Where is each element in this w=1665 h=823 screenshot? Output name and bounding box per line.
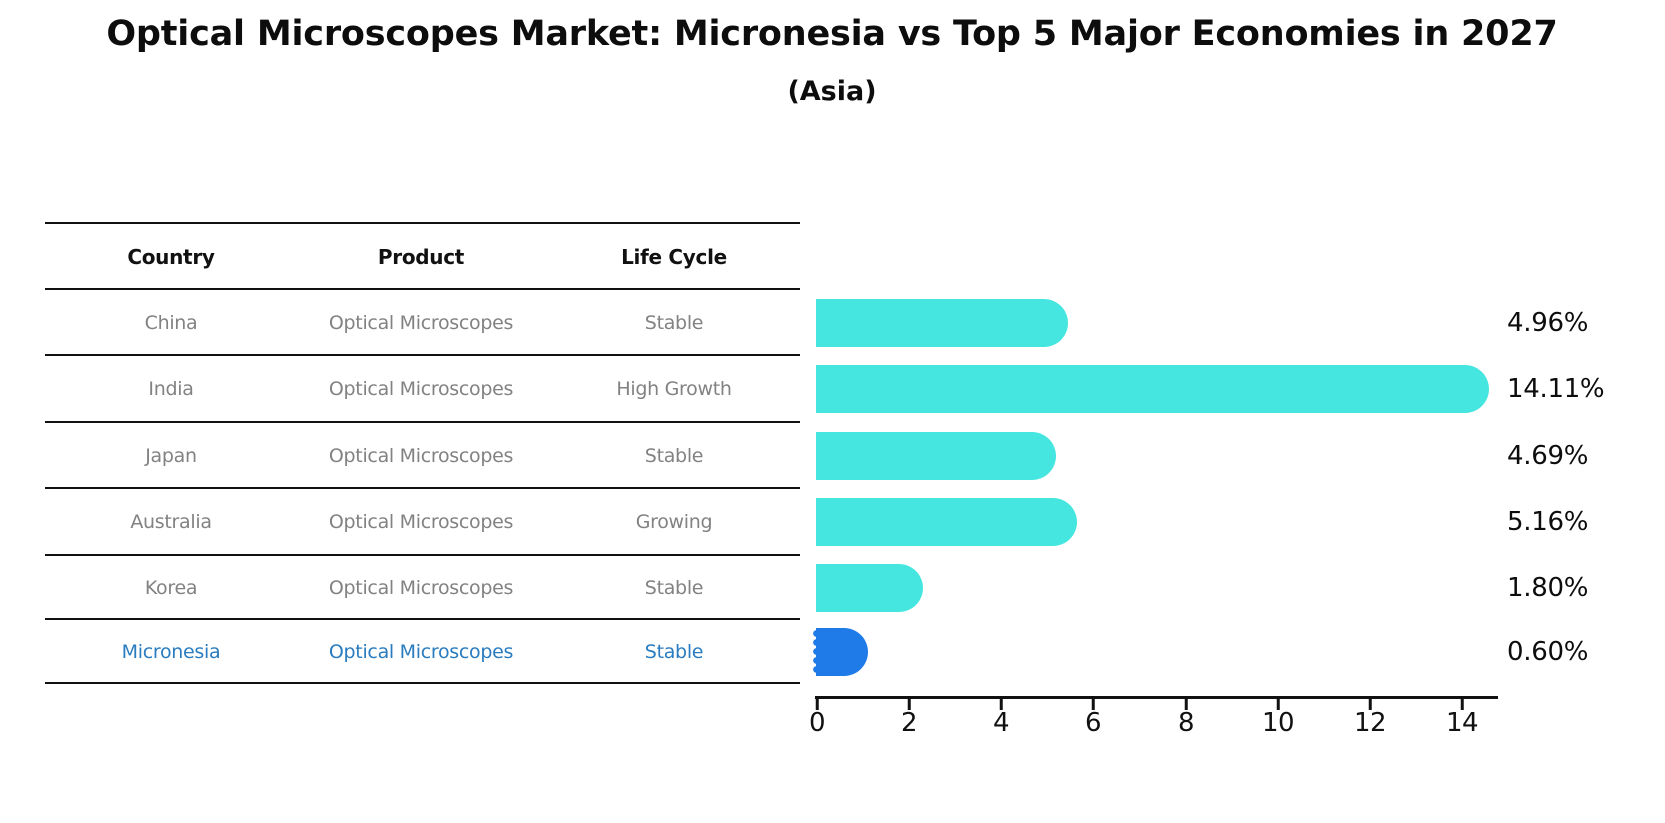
value-label: 4.69% bbox=[1507, 441, 1589, 471]
table-rule bbox=[45, 354, 800, 356]
table-rule bbox=[45, 487, 800, 489]
bar-korea bbox=[816, 564, 923, 612]
cell-country: India bbox=[148, 378, 194, 400]
cell-life-cycle-highlighted: Stable bbox=[644, 641, 704, 663]
column-header-country: Country bbox=[127, 245, 215, 269]
table-rule bbox=[45, 618, 800, 620]
table-rule bbox=[45, 288, 800, 290]
value-label: 1.80% bbox=[1507, 573, 1589, 603]
x-axis-tick-label: 14 bbox=[1445, 708, 1479, 738]
page-subtitle: (Asia) bbox=[787, 76, 877, 107]
cell-country: Australia bbox=[130, 511, 212, 533]
cell-country-highlighted: Micronesia bbox=[121, 641, 221, 663]
column-header-product: Product bbox=[377, 245, 465, 269]
value-label: 4.96% bbox=[1507, 308, 1589, 338]
table-rule bbox=[45, 222, 800, 224]
x-axis-tick bbox=[1368, 699, 1372, 710]
x-axis-tick bbox=[1460, 699, 1464, 710]
cell-product: Optical Microscopes bbox=[328, 378, 514, 400]
cell-country: China bbox=[144, 312, 198, 334]
x-axis-tick-label: 6 bbox=[1084, 708, 1102, 738]
x-axis-tick bbox=[999, 699, 1003, 710]
x-axis-tick-label: 2 bbox=[900, 708, 918, 738]
cell-country: Korea bbox=[144, 577, 198, 599]
cell-life-cycle: Stable bbox=[644, 312, 704, 334]
cell-life-cycle: Growing bbox=[635, 511, 713, 533]
table-rule bbox=[45, 554, 800, 556]
column-header-life-cycle: Life Cycle bbox=[621, 245, 727, 269]
cell-life-cycle: High Growth bbox=[616, 378, 732, 400]
cell-life-cycle: Stable bbox=[644, 577, 704, 599]
x-axis-tick bbox=[907, 699, 911, 710]
cell-life-cycle: Stable bbox=[644, 445, 704, 467]
cell-country: Japan bbox=[145, 445, 197, 467]
x-axis-tick bbox=[815, 699, 819, 710]
x-axis-tick-label: 10 bbox=[1261, 708, 1295, 738]
cell-product: Optical Microscopes bbox=[328, 511, 514, 533]
table-rule bbox=[45, 682, 800, 684]
x-axis-tick-label: 4 bbox=[992, 708, 1010, 738]
x-axis-tick bbox=[1276, 699, 1280, 710]
cell-product: Optical Microscopes bbox=[328, 445, 514, 467]
bar-china bbox=[816, 299, 1068, 347]
bar-japan bbox=[816, 432, 1056, 480]
cell-product: Optical Microscopes bbox=[328, 312, 514, 334]
x-axis-tick bbox=[1091, 699, 1095, 710]
x-axis-tick-label: 0 bbox=[808, 708, 826, 738]
value-label: 5.16% bbox=[1507, 507, 1589, 537]
bar-india bbox=[816, 365, 1489, 413]
x-axis-tick-label: 8 bbox=[1177, 708, 1195, 738]
cell-product-highlighted: Optical Microscopes bbox=[328, 641, 514, 663]
value-label: 14.11% bbox=[1507, 374, 1605, 404]
cell-product: Optical Microscopes bbox=[328, 577, 514, 599]
bar-micronesia bbox=[813, 628, 868, 676]
page-title: Optical Microscopes Market: Micronesia v… bbox=[106, 14, 1558, 54]
x-axis-tick-label: 12 bbox=[1353, 708, 1387, 738]
x-axis-tick bbox=[1184, 699, 1188, 710]
value-label: 0.60% bbox=[1507, 637, 1589, 667]
x-axis-line bbox=[815, 696, 1498, 699]
table-rule bbox=[45, 421, 800, 423]
bar-australia bbox=[816, 498, 1077, 546]
